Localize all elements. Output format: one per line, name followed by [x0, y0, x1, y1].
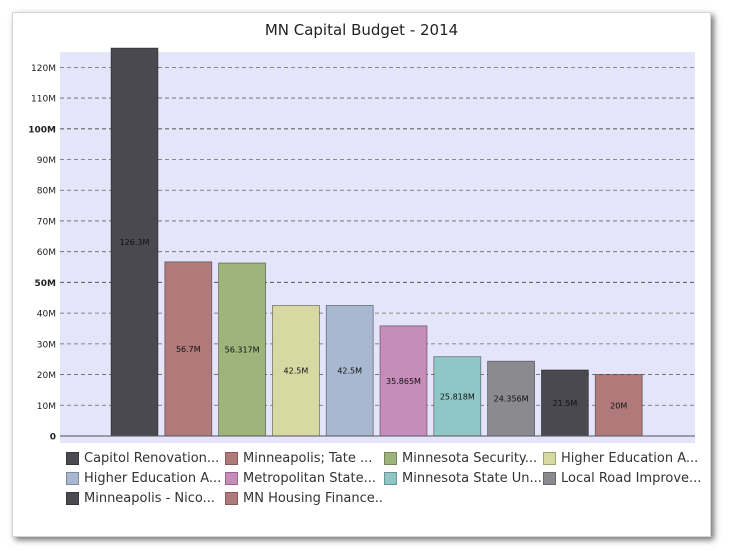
legend-entry: MN Housing Finance...: [225, 489, 384, 508]
legend-swatch: [543, 472, 556, 485]
bar: [218, 262, 267, 437]
legend-label: Metropolitan State...: [243, 471, 376, 486]
y-tick-label: 30M: [37, 340, 56, 350]
bar: [594, 374, 643, 437]
legend-swatch: [543, 452, 556, 465]
chart-title: MN Capital Budget - 2014: [264, 21, 459, 39]
legend: Capitol Renovation... Minneapolis; Tate .…: [66, 449, 706, 508]
legend-swatch: [66, 452, 79, 465]
bar: [110, 47, 159, 437]
legend-label: Minnesota Security...: [402, 451, 538, 466]
legend-entry: Higher Education A...: [66, 469, 225, 488]
bar-value-label: 126.3M: [120, 238, 150, 247]
legend-label: Higher Education A...: [561, 451, 699, 466]
y-tick-label: 70M: [37, 217, 56, 227]
bar-value-label: 56.317M: [225, 345, 260, 354]
bar: [487, 360, 536, 437]
y-tick-label: 80M: [37, 187, 56, 197]
legend-entry: Minneapolis - Nico...: [66, 489, 225, 508]
bar-value-label: 35.865M: [386, 377, 421, 386]
legend-label: Minnesota State Un...: [402, 471, 542, 486]
y-tick-label: 100M: [28, 125, 56, 135]
bar: [325, 305, 374, 437]
bar-value-label: 21.5M: [553, 399, 578, 408]
plot-area: 0 10M 20M 30M 40M 50M 60M 70M 80M 90M 100M 110M 120M…: [28, 47, 695, 443]
legend-swatch: [66, 472, 79, 485]
legend-entry: Minnesota Security...: [384, 449, 543, 468]
legend-entry: Minneapolis; Tate ...: [225, 449, 384, 468]
y-tick-label: 50M: [35, 279, 57, 289]
y-tick-label: 110M: [31, 95, 56, 105]
bar-value-label: 42.5M: [284, 367, 309, 376]
legend-label: Local Road Improve...: [561, 471, 702, 486]
legend-swatch: [384, 452, 397, 465]
y-tick-label: 40M: [37, 310, 56, 320]
y-tick-label: 0: [50, 433, 56, 443]
legend-label: Higher Education A...: [84, 471, 222, 486]
legend-entry: Higher Education A...: [543, 449, 702, 468]
legend-entry: Capitol Renovation...: [66, 449, 225, 468]
legend-label: Capitol Renovation...: [84, 451, 220, 466]
legend-label: Minneapolis - Nico...: [84, 491, 216, 506]
bar-value-label: 20M: [610, 401, 627, 410]
bar-value-label: 24.356M: [494, 395, 529, 404]
bar-value-label: 25.818M: [440, 392, 475, 401]
legend-swatch: [225, 452, 238, 465]
legend-entry: Metropolitan State...: [225, 469, 384, 488]
bar: [164, 261, 213, 437]
legend-swatch: [66, 492, 79, 505]
y-tick-label: 20M: [37, 371, 56, 381]
legend-entry: Local Road Improve...: [543, 469, 702, 488]
legend-swatch: [225, 492, 238, 505]
y-tick-label: 60M: [37, 248, 56, 258]
legend-label: Minneapolis; Tate ...: [243, 451, 373, 466]
y-tick-label: 90M: [37, 156, 56, 166]
bar: [433, 356, 482, 437]
y-tick-label: 10M: [37, 402, 56, 412]
bar: [271, 305, 320, 437]
legend-swatch: [225, 472, 238, 485]
bar-value-label: 42.5M: [337, 367, 362, 376]
bar-value-label: 56.7M: [176, 345, 201, 354]
bar: [379, 325, 428, 437]
chart-panel: MN Capital Budget - 2014 0 10M 20M 30M 40M 50…: [12, 12, 711, 537]
legend-swatch: [384, 472, 397, 485]
bar: [541, 369, 589, 437]
y-tick-label: 120M: [31, 64, 56, 74]
legend-entry: Minnesota State Un...: [384, 469, 543, 488]
legend-label: MN Housing Finance...: [243, 491, 384, 506]
